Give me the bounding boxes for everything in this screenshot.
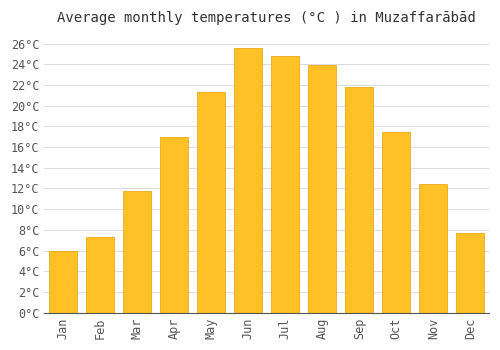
Bar xyxy=(308,65,336,313)
Bar xyxy=(272,56,299,313)
Bar xyxy=(456,233,484,313)
Title: Average monthly temperatures (°C ) in Muzaffarābād: Average monthly temperatures (°C ) in Mu… xyxy=(58,11,476,25)
Bar xyxy=(123,190,151,313)
Bar xyxy=(346,87,373,313)
Bar xyxy=(420,184,447,313)
Bar xyxy=(86,237,114,313)
Bar xyxy=(49,251,77,313)
Bar xyxy=(197,92,225,313)
Bar xyxy=(382,132,410,313)
Bar xyxy=(160,137,188,313)
Bar xyxy=(234,48,262,313)
